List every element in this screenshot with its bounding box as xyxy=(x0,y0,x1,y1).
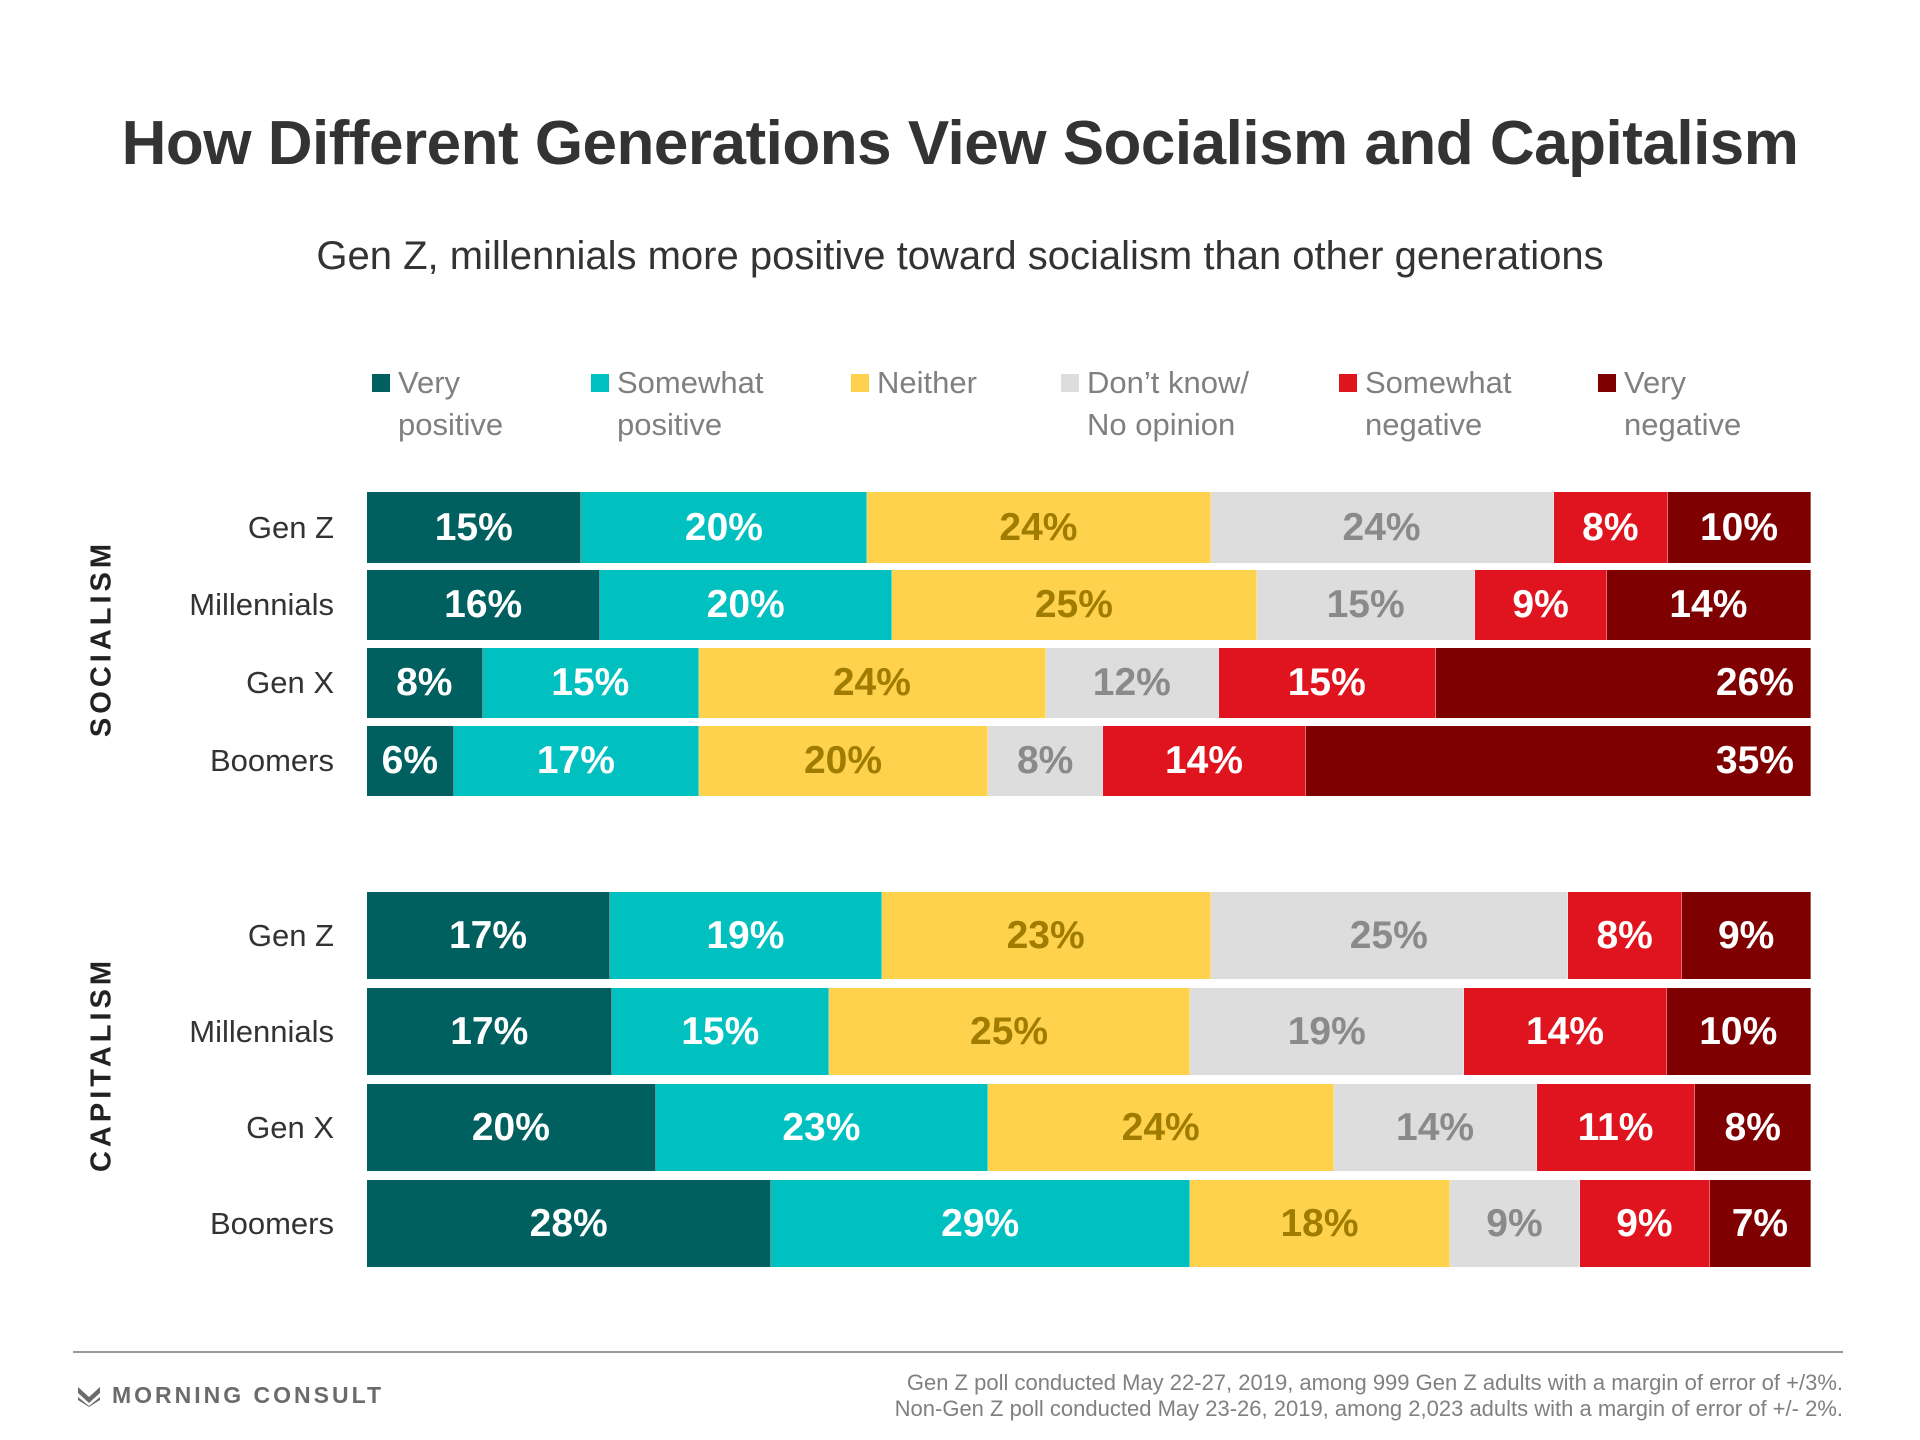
legend-item-4: Somewhat negative xyxy=(1339,362,1512,446)
bar-segment: 8% xyxy=(1567,892,1683,979)
row-label: Millennials xyxy=(189,1013,334,1049)
bar-segment: 26% xyxy=(1435,648,1811,718)
bar-segment: 14% xyxy=(1334,1084,1537,1171)
stacked-bar-capitalism-gen-x: 20% 23% 24% 14% 11% 8% xyxy=(367,1084,1811,1171)
bar-segment: 17% xyxy=(453,726,700,796)
bar-segment: 20% xyxy=(600,570,893,640)
legend-item-3: Don’t know/ No opinion xyxy=(1061,362,1249,446)
bar-segment: 15% xyxy=(1218,648,1436,718)
row-label: Gen X xyxy=(246,1109,334,1145)
bar-segment: 20% xyxy=(699,726,988,796)
legend-label: Very positive xyxy=(398,365,504,442)
legend-swatch xyxy=(372,374,390,392)
stacked-bar-socialism-gen-z: 15% 20% 24% 24% 8% 10% xyxy=(367,492,1811,563)
footer-divider xyxy=(73,1351,1843,1353)
bar-segment: 10% xyxy=(1668,492,1811,563)
bar-segment: 8% xyxy=(1695,1084,1811,1171)
bar-segment: 14% xyxy=(1606,570,1811,640)
row-label: Boomers xyxy=(209,743,334,778)
brand-name: MORNING CONSULT xyxy=(112,1382,385,1408)
bar-segment: 24% xyxy=(867,492,1211,563)
bar-segment: 24% xyxy=(699,648,1046,718)
bar-segment: 14% xyxy=(1464,988,1667,1075)
bar-segment: 15% xyxy=(367,492,582,563)
bar-segment: 24% xyxy=(1210,492,1554,563)
legend-swatch xyxy=(851,374,869,392)
stacked-bar-capitalism-millennials: 17% 15% 25% 19% 14% 10% xyxy=(367,988,1811,1075)
legend-swatch xyxy=(1061,374,1079,392)
bar-segment: 16% xyxy=(367,570,601,640)
bar-segment: 11% xyxy=(1536,1084,1696,1171)
legend-label: Very negative xyxy=(1624,365,1742,442)
bar-segment: 14% xyxy=(1103,726,1306,796)
bar-segment: 35% xyxy=(1305,726,1811,796)
legend-item-5: Very negative xyxy=(1598,362,1742,446)
bar-segment: 8% xyxy=(1553,492,1669,563)
bar-segment: 10% xyxy=(1666,988,1811,1075)
bar-segment: 7% xyxy=(1709,1180,1811,1267)
legend-item-2: Neither xyxy=(851,362,977,404)
bar-segment: 17% xyxy=(367,892,611,979)
brand-logo: MORNING CONSULT xyxy=(76,1382,384,1409)
bar-segment: 6% xyxy=(367,726,454,796)
footnote-non-gen-z: Non-Gen Z poll conducted May 23-26, 2019… xyxy=(894,1396,1843,1421)
bar-segment: 19% xyxy=(1190,988,1465,1075)
chart-title: How Different Generations View Socialism… xyxy=(121,109,1799,178)
bar-segment: 9% xyxy=(1579,1180,1710,1267)
stacked-bar-capitalism-boomers: 28% 29% 18% 9% 9% 7% xyxy=(367,1180,1811,1267)
footnote-gen-z: Gen Z poll conducted May 22-27, 2019, am… xyxy=(906,1370,1843,1395)
row-label: Millennials xyxy=(189,587,334,622)
bar-segment: 19% xyxy=(610,892,882,979)
bar-segment: 8% xyxy=(987,726,1104,796)
bar-segment: 9% xyxy=(1449,1180,1580,1267)
stacked-bar-socialism-boomers: 6% 17% 20% 8% 14% 35% xyxy=(367,726,1811,796)
stacked-bar-capitalism-gen-z: 17% 19% 23% 25% 8% 9% xyxy=(367,892,1811,979)
stacked-bar-socialism-millennials: 16% 20% 25% 15% 9% 14% xyxy=(367,570,1811,640)
bar-segment: 9% xyxy=(1475,570,1607,640)
bar-segment: 15% xyxy=(612,988,830,1075)
legend-item-1: Somewhat positive xyxy=(591,362,764,446)
bar-segment: 23% xyxy=(655,1084,988,1171)
legend-label: Somewhat negative xyxy=(1365,365,1512,442)
legend-swatch xyxy=(1339,374,1357,392)
row-label: Boomers xyxy=(209,1205,334,1241)
legend-label: Neither xyxy=(877,365,977,400)
row-label: Gen Z xyxy=(247,509,334,545)
chart-subtitle: Gen Z, millennials more positive toward … xyxy=(316,234,1604,278)
bar-segment: 25% xyxy=(892,570,1257,640)
bar-segment: 18% xyxy=(1190,1180,1450,1267)
bar-segment: 23% xyxy=(881,892,1211,979)
legend-swatch xyxy=(1598,374,1616,392)
legend-item-0: Very positive xyxy=(372,362,504,446)
bar-segment: 20% xyxy=(367,1084,656,1171)
bar-segment: 25% xyxy=(829,988,1191,1075)
bar-segment: 15% xyxy=(1256,570,1476,640)
morning-consult-icon xyxy=(78,1386,100,1407)
legend-label: Don’t know/ No opinion xyxy=(1087,365,1249,442)
section-label-capitalism: CAPITALISM xyxy=(85,956,118,1173)
row-label: Gen X xyxy=(246,665,334,700)
legend-swatch xyxy=(591,374,609,392)
bar-segment: 28% xyxy=(367,1180,772,1267)
bar-segment: 15% xyxy=(482,648,700,718)
legend-label: Somewhat positive xyxy=(617,365,764,442)
bar-segment: 9% xyxy=(1682,892,1811,979)
bar-segment: 8% xyxy=(367,648,483,718)
row-label: Gen Z xyxy=(247,917,334,953)
bar-segment: 20% xyxy=(581,492,868,563)
bar-segment: 17% xyxy=(367,988,613,1075)
bar-segment: 25% xyxy=(1210,892,1568,979)
section-label-socialism: SOCIALISM xyxy=(85,539,118,738)
bar-segment: 12% xyxy=(1045,648,1219,718)
bar-segment: 24% xyxy=(987,1084,1335,1171)
bar-segment: 29% xyxy=(771,1180,1191,1267)
stacked-bar-socialism-gen-x: 8% 15% 24% 12% 15% 26% xyxy=(367,648,1811,718)
